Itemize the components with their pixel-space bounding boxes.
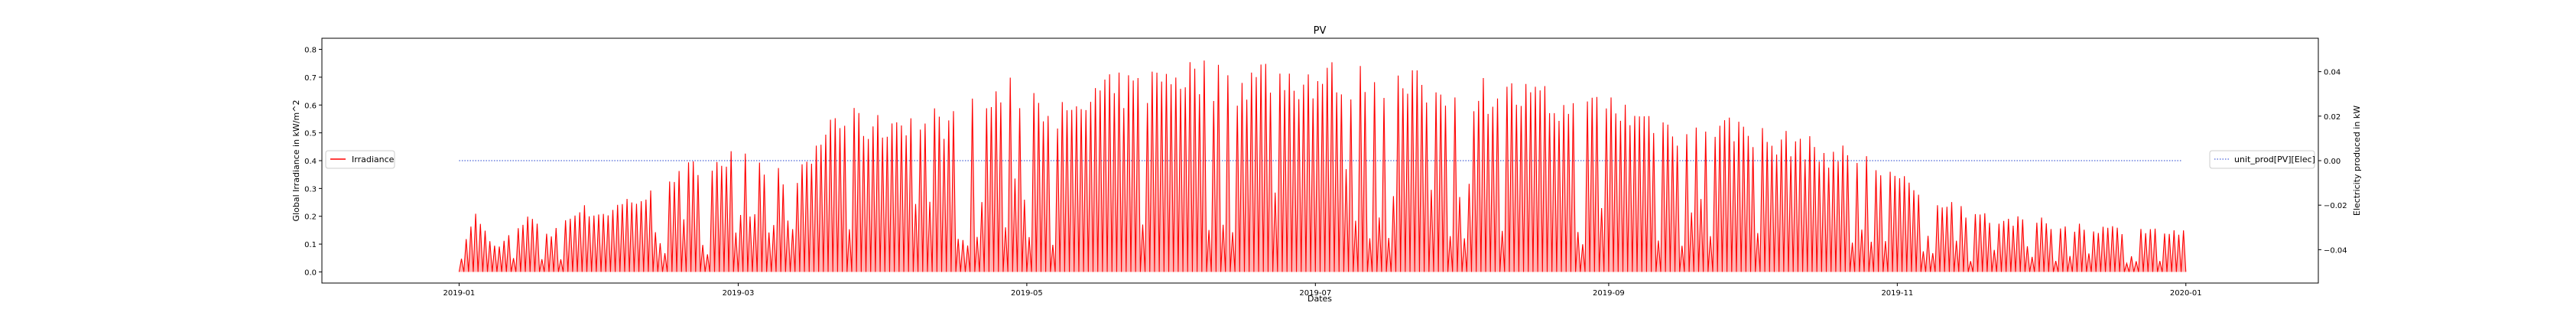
- x-tick-label: 2019-09: [1593, 289, 1625, 298]
- legend-left-label: Irradiance: [352, 155, 395, 164]
- left-y-tick-label: 0.4: [304, 158, 317, 166]
- right-y-tick-label: 0.00: [2324, 158, 2340, 166]
- left-y-axis-label: Global Irradiance in kW/m^2: [291, 100, 301, 222]
- series-irradiance-line: [458, 60, 2187, 272]
- legend-left-frame: [325, 150, 395, 169]
- left-y-tick-label: 0.1: [304, 241, 317, 249]
- right-y-axis: −0.04 −0.02 0.00 0.02 0.04: [2318, 69, 2347, 255]
- right-y-tick-label: 0.02: [2324, 113, 2340, 122]
- x-tick-label: 2019-11: [1881, 289, 1913, 298]
- left-y-tick-label: 0.8: [304, 47, 317, 55]
- right-y-axis-label: Electricity produced in kW: [2352, 106, 2362, 216]
- left-y-tick-label: 0.6: [304, 102, 317, 110]
- right-y-tick-label: −0.02: [2324, 202, 2347, 210]
- x-axis: 2019-01 2019-03 2019-05 2019-07 2019-09 2019-…: [443, 283, 2202, 298]
- legend-right: unit_prod[PV][Elec]: [2209, 150, 2315, 169]
- x-axis-label: Dates: [1307, 294, 1332, 304]
- right-y-tick-label: −0.04: [2324, 246, 2347, 255]
- legend-left: Irradiance: [325, 150, 395, 169]
- left-y-tick-label: 0.2: [304, 213, 317, 222]
- left-y-tick-label: 0.7: [304, 74, 317, 83]
- left-y-tick-label: 0.0: [304, 269, 317, 277]
- plot-area: [458, 60, 2187, 272]
- left-y-axis: 0.0 0.1 0.2 0.3 0.4 0.5 0.6 0.7 0.8: [304, 47, 322, 277]
- left-y-tick-label: 0.5: [304, 130, 317, 138]
- left-y-tick-label: 0.3: [304, 185, 317, 194]
- x-tick-label: 2019-03: [723, 289, 755, 298]
- legend-right-frame: [2209, 150, 2315, 169]
- x-tick-label: 2019-07: [1299, 289, 1331, 298]
- x-tick-label: 2019-01: [443, 289, 476, 298]
- chart-title: PV: [1314, 25, 1327, 37]
- right-y-tick-label: 0.04: [2324, 69, 2340, 77]
- x-tick-label: 2019-05: [1011, 289, 1043, 298]
- x-tick-label: 2020-01: [2170, 289, 2202, 298]
- legend-right-label: unit_prod[PV][Elec]: [2234, 155, 2315, 164]
